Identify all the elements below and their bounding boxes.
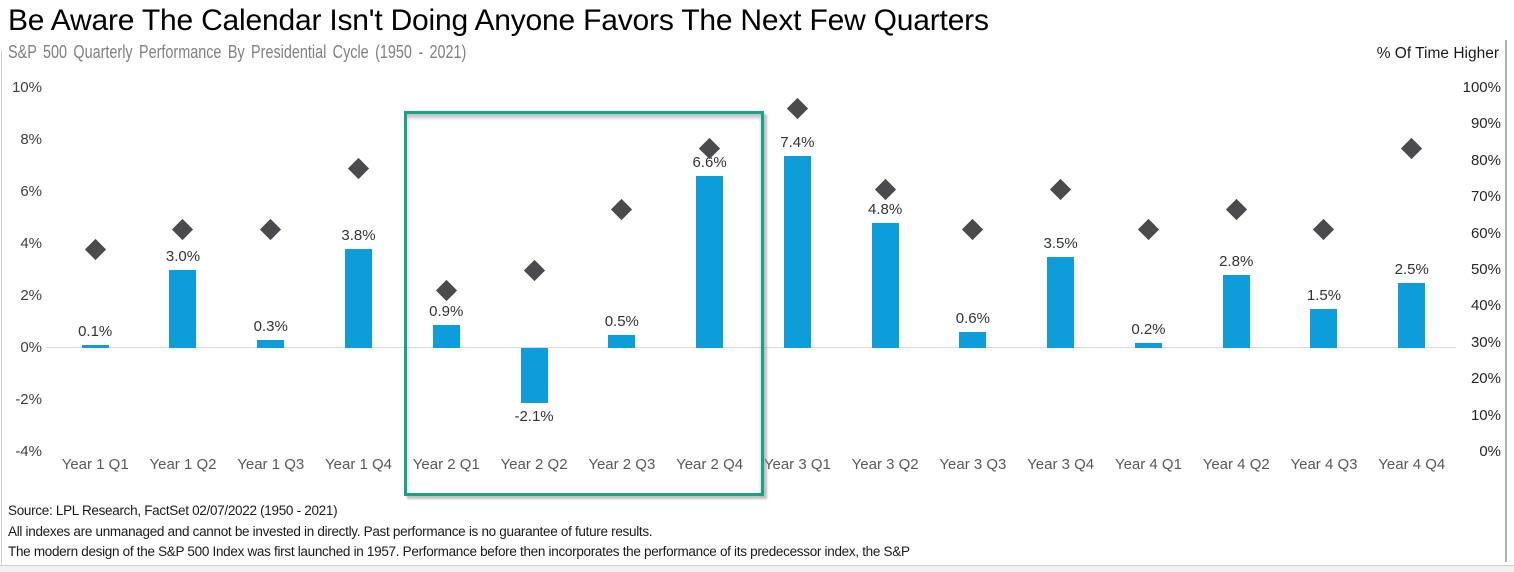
source-footnote: Source: LPL Research, FactSet 02/07/2022… bbox=[8, 503, 338, 518]
y-axis-tick-right: 40% bbox=[1470, 297, 1501, 315]
x-axis-label: Year 4 Q2 bbox=[1202, 456, 1270, 473]
index-history-footnote: The modern design of the S&P 500 Index w… bbox=[8, 544, 910, 559]
bar bbox=[345, 249, 372, 348]
diamond-marker bbox=[260, 218, 282, 241]
bar-value-label: 0.3% bbox=[253, 318, 288, 336]
y-axis-tick-left: 8% bbox=[20, 131, 42, 148]
y-axis-tick-right: 50% bbox=[1470, 261, 1501, 278]
y-axis-tick-right: 60% bbox=[1470, 224, 1501, 242]
y-axis-tick-left: -2% bbox=[15, 391, 42, 408]
bar bbox=[696, 176, 724, 348]
diamond-marker bbox=[1401, 138, 1423, 160]
x-axis-label: Year 4 Q3 bbox=[1290, 456, 1358, 473]
x-axis-label: Year 4 Q4 bbox=[1378, 456, 1446, 473]
chart-title: Be Aware The Calendar Isn't Doing Anyone… bbox=[8, 4, 989, 37]
chart-subtitle: S&P 500 Quarterly Performance By Preside… bbox=[8, 42, 467, 62]
x-axis-label: Year 2 Q3 bbox=[588, 456, 656, 473]
bar bbox=[871, 223, 899, 348]
bar-value-label: 0.5% bbox=[604, 313, 639, 330]
diamond-marker bbox=[347, 158, 370, 180]
diamond-marker bbox=[786, 97, 808, 119]
zero-gridline bbox=[46, 347, 1456, 348]
bar-value-label: 0.1% bbox=[78, 323, 113, 341]
bar-value-label: 4.8% bbox=[868, 201, 903, 219]
diamond-marker bbox=[1137, 218, 1160, 241]
right-axis-title: % Of Time Higher bbox=[1376, 45, 1499, 62]
bar bbox=[1222, 275, 1250, 348]
diamond-marker bbox=[172, 218, 194, 241]
x-axis-label: Year 1 Q3 bbox=[237, 456, 305, 473]
y-axis-tick-right: 90% bbox=[1470, 115, 1501, 133]
bar-value-label: 0.6% bbox=[955, 310, 990, 328]
bar bbox=[432, 324, 460, 348]
right-edge-divider bbox=[1505, 40, 1507, 562]
bar-value-label: 0.9% bbox=[429, 302, 464, 320]
diamond-marker bbox=[1225, 198, 1247, 220]
x-axis-label: Year 1 Q2 bbox=[149, 456, 217, 473]
x-axis-label: Year 2 Q4 bbox=[676, 456, 744, 473]
bar bbox=[169, 270, 197, 348]
bar-value-label: 2.8% bbox=[1219, 253, 1254, 271]
y-axis-tick-left: 4% bbox=[20, 235, 42, 252]
bar-value-label: 7.4% bbox=[780, 133, 815, 151]
x-axis-label: Year 3 Q4 bbox=[1027, 456, 1095, 473]
y-axis-tick-left: -4% bbox=[15, 443, 42, 460]
diamond-marker bbox=[84, 239, 106, 261]
bar-value-label: 0.2% bbox=[1131, 320, 1166, 338]
y-axis-tick-right: 100% bbox=[1462, 79, 1501, 96]
diamond-marker bbox=[962, 218, 984, 241]
bar-value-label: 3.8% bbox=[341, 227, 376, 245]
diamond-marker bbox=[1313, 218, 1335, 241]
y-axis-tick-right: 70% bbox=[1470, 188, 1501, 206]
y-axis-tick-right: 80% bbox=[1470, 151, 1501, 169]
y-axis-tick-right: 10% bbox=[1470, 406, 1501, 424]
x-axis-label: Year 1 Q4 bbox=[325, 456, 392, 473]
x-axis-label: Year 3 Q2 bbox=[851, 456, 919, 473]
x-axis-label: Year 2 Q2 bbox=[500, 456, 568, 473]
x-axis-label: Year 3 Q1 bbox=[763, 456, 831, 473]
diamond-marker bbox=[874, 178, 896, 200]
bar bbox=[520, 348, 548, 403]
y-axis-tick-left: 0% bbox=[20, 339, 42, 356]
x-axis-label: Year 2 Q1 bbox=[412, 456, 480, 473]
bar-value-label: 3.5% bbox=[1043, 235, 1078, 252]
y-axis-tick-left: 2% bbox=[20, 287, 42, 304]
bar bbox=[81, 345, 109, 348]
x-axis-label: Year 1 Q1 bbox=[61, 456, 129, 473]
bar-value-label: 3.0% bbox=[165, 248, 201, 265]
bar bbox=[257, 340, 285, 348]
bar bbox=[608, 335, 636, 348]
y-axis-tick-right: 30% bbox=[1470, 333, 1501, 351]
y-axis-tick-left: 6% bbox=[20, 183, 42, 200]
y-axis-tick-left: 10% bbox=[11, 79, 42, 96]
bar-value-label: -2.1% bbox=[514, 407, 554, 425]
x-axis-label: Year 4 Q1 bbox=[1114, 456, 1182, 473]
bar bbox=[1310, 309, 1338, 348]
bar bbox=[1134, 342, 1162, 348]
left-edge-divider bbox=[1, 50, 2, 572]
y-axis-tick-right: 0% bbox=[1479, 443, 1501, 460]
bar-value-label: 1.5% bbox=[1306, 287, 1342, 304]
bar-value-label: 6.6% bbox=[692, 154, 727, 172]
bar bbox=[959, 332, 987, 348]
bar-value-label: 2.5% bbox=[1394, 261, 1429, 278]
year2-highlight-box bbox=[404, 111, 764, 496]
x-axis-label: Year 3 Q3 bbox=[939, 456, 1007, 473]
disclaimer-footnote: All indexes are unmanaged and cannot be … bbox=[8, 524, 653, 539]
y-axis-tick-right: 20% bbox=[1470, 370, 1501, 388]
bar bbox=[1047, 257, 1075, 348]
bar bbox=[783, 155, 811, 348]
bar bbox=[1398, 283, 1426, 348]
bottom-strip bbox=[0, 565, 1514, 572]
diamond-marker bbox=[1050, 178, 1072, 200]
